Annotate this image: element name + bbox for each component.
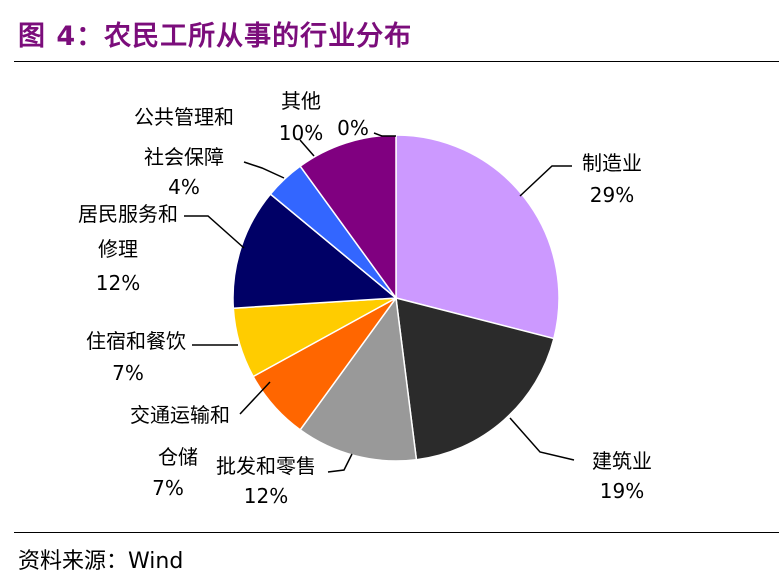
- leader-line-resident-services: [184, 215, 245, 249]
- chart-title: 图 4：农民工所从事的行业分布: [18, 21, 413, 52]
- label-construction: 建筑业: [592, 449, 652, 473]
- label-other: 其他: [281, 89, 321, 113]
- leader-line-transport: [239, 381, 271, 415]
- leader-line-other: [299, 139, 315, 157]
- leader-line-wholesale-retail: [327, 453, 353, 473]
- value-transport: 7%: [152, 476, 184, 500]
- top-divider: [14, 61, 779, 62]
- label-resident-services-line1: 居民服务和: [78, 202, 178, 226]
- slice-construction: [395, 296, 555, 461]
- slice-resident-services: [232, 193, 398, 310]
- label-wholesale-retail: 批发和零售: [216, 454, 316, 478]
- leader-line-construction: [509, 417, 575, 461]
- value-other: 10%: [279, 121, 323, 145]
- pie-slices: [232, 134, 560, 462]
- leader-lines: [184, 132, 575, 473]
- label-transport-line2: 仓储: [158, 445, 198, 469]
- label-public-admin-line1: 公共管理和: [134, 105, 234, 129]
- value-wholesale-retail: 12%: [244, 484, 288, 508]
- label-accommodation: 住宿和餐饮: [86, 329, 186, 353]
- source-note: 资料来源：Wind: [18, 549, 184, 574]
- label-transport-line1: 交通运输和: [130, 403, 230, 427]
- slice-other: [299, 134, 397, 301]
- value-construction: 19%: [600, 479, 644, 503]
- value-zero-slice: 0%: [337, 116, 369, 140]
- label-public-admin-line2: 社会保障: [144, 145, 224, 169]
- value-manufacturing: 29%: [590, 183, 634, 207]
- value-resident-services: 12%: [96, 271, 140, 295]
- value-public-admin: 4%: [168, 175, 200, 199]
- leader-line-manufacturing: [519, 165, 572, 197]
- leader-line-public-admin: [243, 161, 285, 179]
- leader-line-zero: [373, 132, 396, 137]
- slice-manufacturing: [395, 134, 560, 340]
- label-resident-services-line2: 修理: [98, 237, 138, 261]
- bottom-divider: [14, 532, 779, 533]
- label-manufacturing: 制造业: [582, 151, 642, 175]
- slice-wholesale-retail: [299, 296, 418, 462]
- value-accommodation: 7%: [112, 361, 144, 385]
